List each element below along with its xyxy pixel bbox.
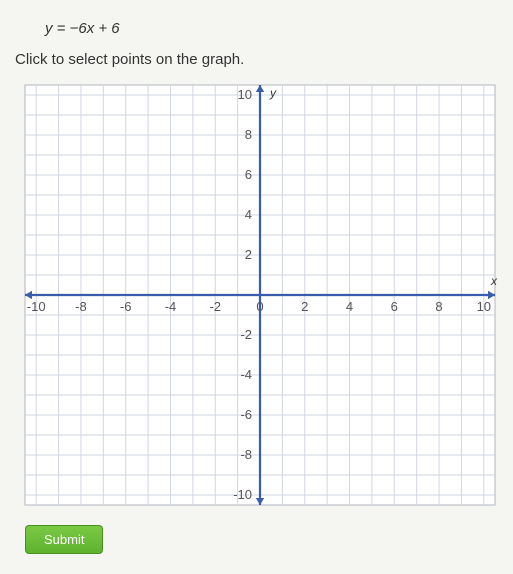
svg-text:2: 2 xyxy=(301,299,308,314)
svg-text:-8: -8 xyxy=(75,299,87,314)
svg-text:x: x xyxy=(490,274,498,288)
svg-text:8: 8 xyxy=(245,127,252,142)
instruction-text: Click to select points on the graph. xyxy=(15,51,498,68)
svg-text:6: 6 xyxy=(391,299,398,314)
submit-button[interactable]: Submit xyxy=(25,525,103,554)
svg-text:8: 8 xyxy=(435,299,442,314)
svg-text:4: 4 xyxy=(245,207,252,222)
svg-text:0: 0 xyxy=(256,299,263,314)
svg-text:2: 2 xyxy=(245,247,252,262)
svg-text:y: y xyxy=(269,86,277,100)
graph-canvas[interactable]: -10 -8 -6 -4 -2 0 2 4 6 8 10 -10 -8 -6 -4 -2 2 4 6 8 10 x y xyxy=(20,80,500,510)
svg-text:-10: -10 xyxy=(233,487,252,502)
svg-text:-4: -4 xyxy=(165,299,177,314)
svg-text:-4: -4 xyxy=(240,367,252,382)
equation-text: y = −6x + 6 xyxy=(45,20,498,37)
svg-text:-2: -2 xyxy=(209,299,221,314)
svg-text:6: 6 xyxy=(245,167,252,182)
svg-text:-6: -6 xyxy=(120,299,132,314)
svg-text:4: 4 xyxy=(346,299,353,314)
coordinate-graph[interactable]: -10 -8 -6 -4 -2 0 2 4 6 8 10 -10 -8 -6 -4 -2 2 4 6 8 10 x y xyxy=(20,80,498,515)
svg-text:10: 10 xyxy=(238,87,252,102)
svg-text:-10: -10 xyxy=(27,299,46,314)
svg-text:10: 10 xyxy=(477,299,491,314)
svg-text:-2: -2 xyxy=(240,327,252,342)
svg-text:-8: -8 xyxy=(240,447,252,462)
svg-text:-6: -6 xyxy=(240,407,252,422)
